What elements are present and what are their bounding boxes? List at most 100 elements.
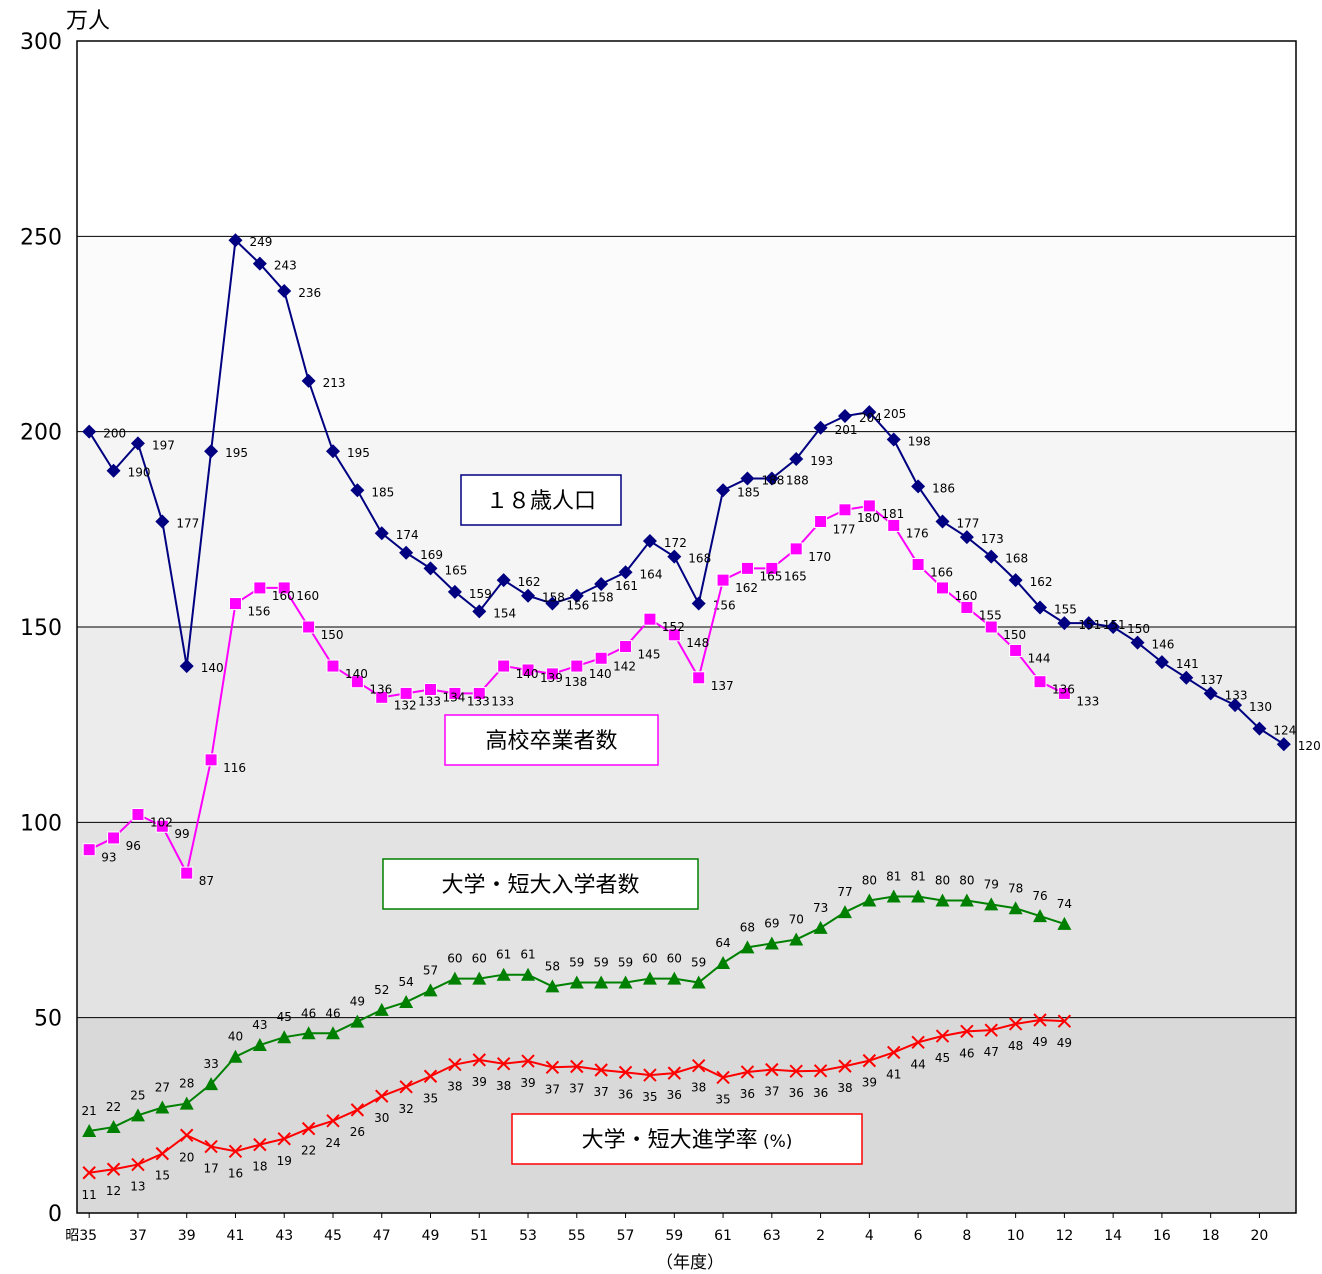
data-point	[228, 233, 243, 248]
data-point	[301, 1026, 316, 1040]
x-tick-label: 18	[1202, 1228, 1220, 1244]
data-point	[204, 1077, 219, 1091]
data-point	[935, 893, 950, 907]
data-label: 188	[761, 474, 784, 488]
data-point	[789, 1064, 803, 1078]
data-point	[277, 581, 291, 595]
data-label: 47	[984, 1045, 999, 1059]
data-point	[594, 577, 609, 592]
data-point	[497, 659, 511, 673]
data-label: 137	[1200, 673, 1223, 687]
data-label: 37	[545, 1082, 560, 1096]
data-label: 59	[594, 956, 609, 970]
data-label: 60	[667, 952, 682, 966]
data-label: 27	[155, 1081, 170, 1095]
data-point	[472, 604, 487, 619]
data-point	[765, 561, 779, 575]
series-1: 2001901971771401952492432362131951851741…	[82, 233, 1321, 753]
data-point	[1081, 616, 1096, 631]
data-point	[862, 1053, 877, 1068]
data-point	[253, 1137, 267, 1152]
data-label: 166	[930, 565, 953, 579]
data-label: 188	[786, 474, 809, 488]
data-label: 150	[1127, 622, 1150, 636]
data-label: 73	[813, 901, 828, 915]
series-name: １８歳人口	[486, 489, 596, 514]
data-point	[862, 893, 877, 907]
data-point	[545, 1060, 560, 1074]
data-label: 160	[296, 589, 319, 603]
data-point	[984, 897, 999, 911]
y-tick-label: 200	[20, 421, 62, 446]
data-label: 151	[1103, 618, 1126, 632]
data-point	[326, 659, 340, 673]
data-label: 49	[1057, 1036, 1072, 1050]
data-point	[424, 683, 438, 697]
data-label: 197	[152, 438, 175, 452]
data-point	[131, 808, 145, 822]
data-label: 54	[398, 975, 413, 989]
data-label: 44	[910, 1057, 925, 1071]
data-label: 37	[569, 1082, 584, 1096]
data-label: 43	[252, 1018, 267, 1032]
data-label: 77	[837, 885, 852, 899]
data-point	[180, 866, 194, 880]
data-point	[618, 975, 633, 989]
data-label: 213	[323, 376, 346, 390]
data-label: 28	[179, 1077, 194, 1091]
data-point	[228, 597, 242, 611]
data-label: 185	[371, 485, 394, 499]
data-point	[204, 1139, 218, 1154]
data-point	[155, 514, 170, 529]
series-name-box	[511, 1113, 863, 1165]
background-band	[77, 627, 1296, 823]
data-label: 133	[491, 694, 514, 708]
data-point	[984, 549, 999, 564]
data-label: 96	[126, 839, 141, 853]
data-label: 193	[810, 454, 833, 468]
data-point	[155, 1100, 170, 1114]
series-unit: (%)	[758, 1132, 793, 1152]
series-4: 11 12 13 15 20 17 16 18 19 22 24 26 30 32 35 38 39 38 39 37…	[82, 1013, 1072, 1202]
data-label: 59	[569, 956, 584, 970]
data-label: 198	[908, 434, 931, 448]
data-point	[886, 432, 901, 447]
data-point	[789, 542, 803, 556]
data-label: 102	[150, 816, 173, 830]
data-label: 136	[1052, 683, 1075, 697]
data-label: 18	[252, 1160, 267, 1174]
data-point	[1057, 686, 1071, 700]
data-label: 172	[664, 536, 687, 550]
data-point	[570, 1059, 584, 1074]
data-point	[399, 686, 413, 700]
background-bands	[77, 41, 1296, 1213]
data-label: 70	[789, 913, 804, 927]
data-label: 174	[396, 528, 419, 542]
data-point	[472, 686, 486, 700]
data-label: 201	[835, 423, 858, 437]
y-tick-label: 300	[20, 30, 62, 55]
data-point	[82, 424, 97, 439]
data-label: 140	[516, 667, 539, 681]
data-label: 152	[662, 620, 685, 634]
data-point	[837, 409, 852, 424]
data-point	[521, 1054, 535, 1068]
data-point	[350, 483, 365, 498]
data-label: 168	[1005, 552, 1028, 566]
data-label: 36	[667, 1088, 682, 1102]
y-tick-label: 250	[20, 225, 62, 250]
data-point	[130, 436, 145, 451]
series-name: 高校卒業者数	[485, 729, 617, 754]
data-point	[887, 1045, 901, 1060]
series-name: 大学・短大入学者数	[441, 873, 639, 898]
data-point	[155, 1146, 170, 1161]
data-label: 155	[979, 608, 1002, 622]
x-axis-label: （年度）	[656, 1253, 724, 1273]
data-label: 150	[321, 628, 344, 642]
data-label: 133	[1076, 694, 1099, 708]
data-label: 165	[784, 569, 807, 583]
data-point	[447, 584, 462, 599]
background-band	[77, 236, 1296, 432]
data-label: 35	[642, 1090, 657, 1104]
data-label: 33	[203, 1057, 218, 1071]
